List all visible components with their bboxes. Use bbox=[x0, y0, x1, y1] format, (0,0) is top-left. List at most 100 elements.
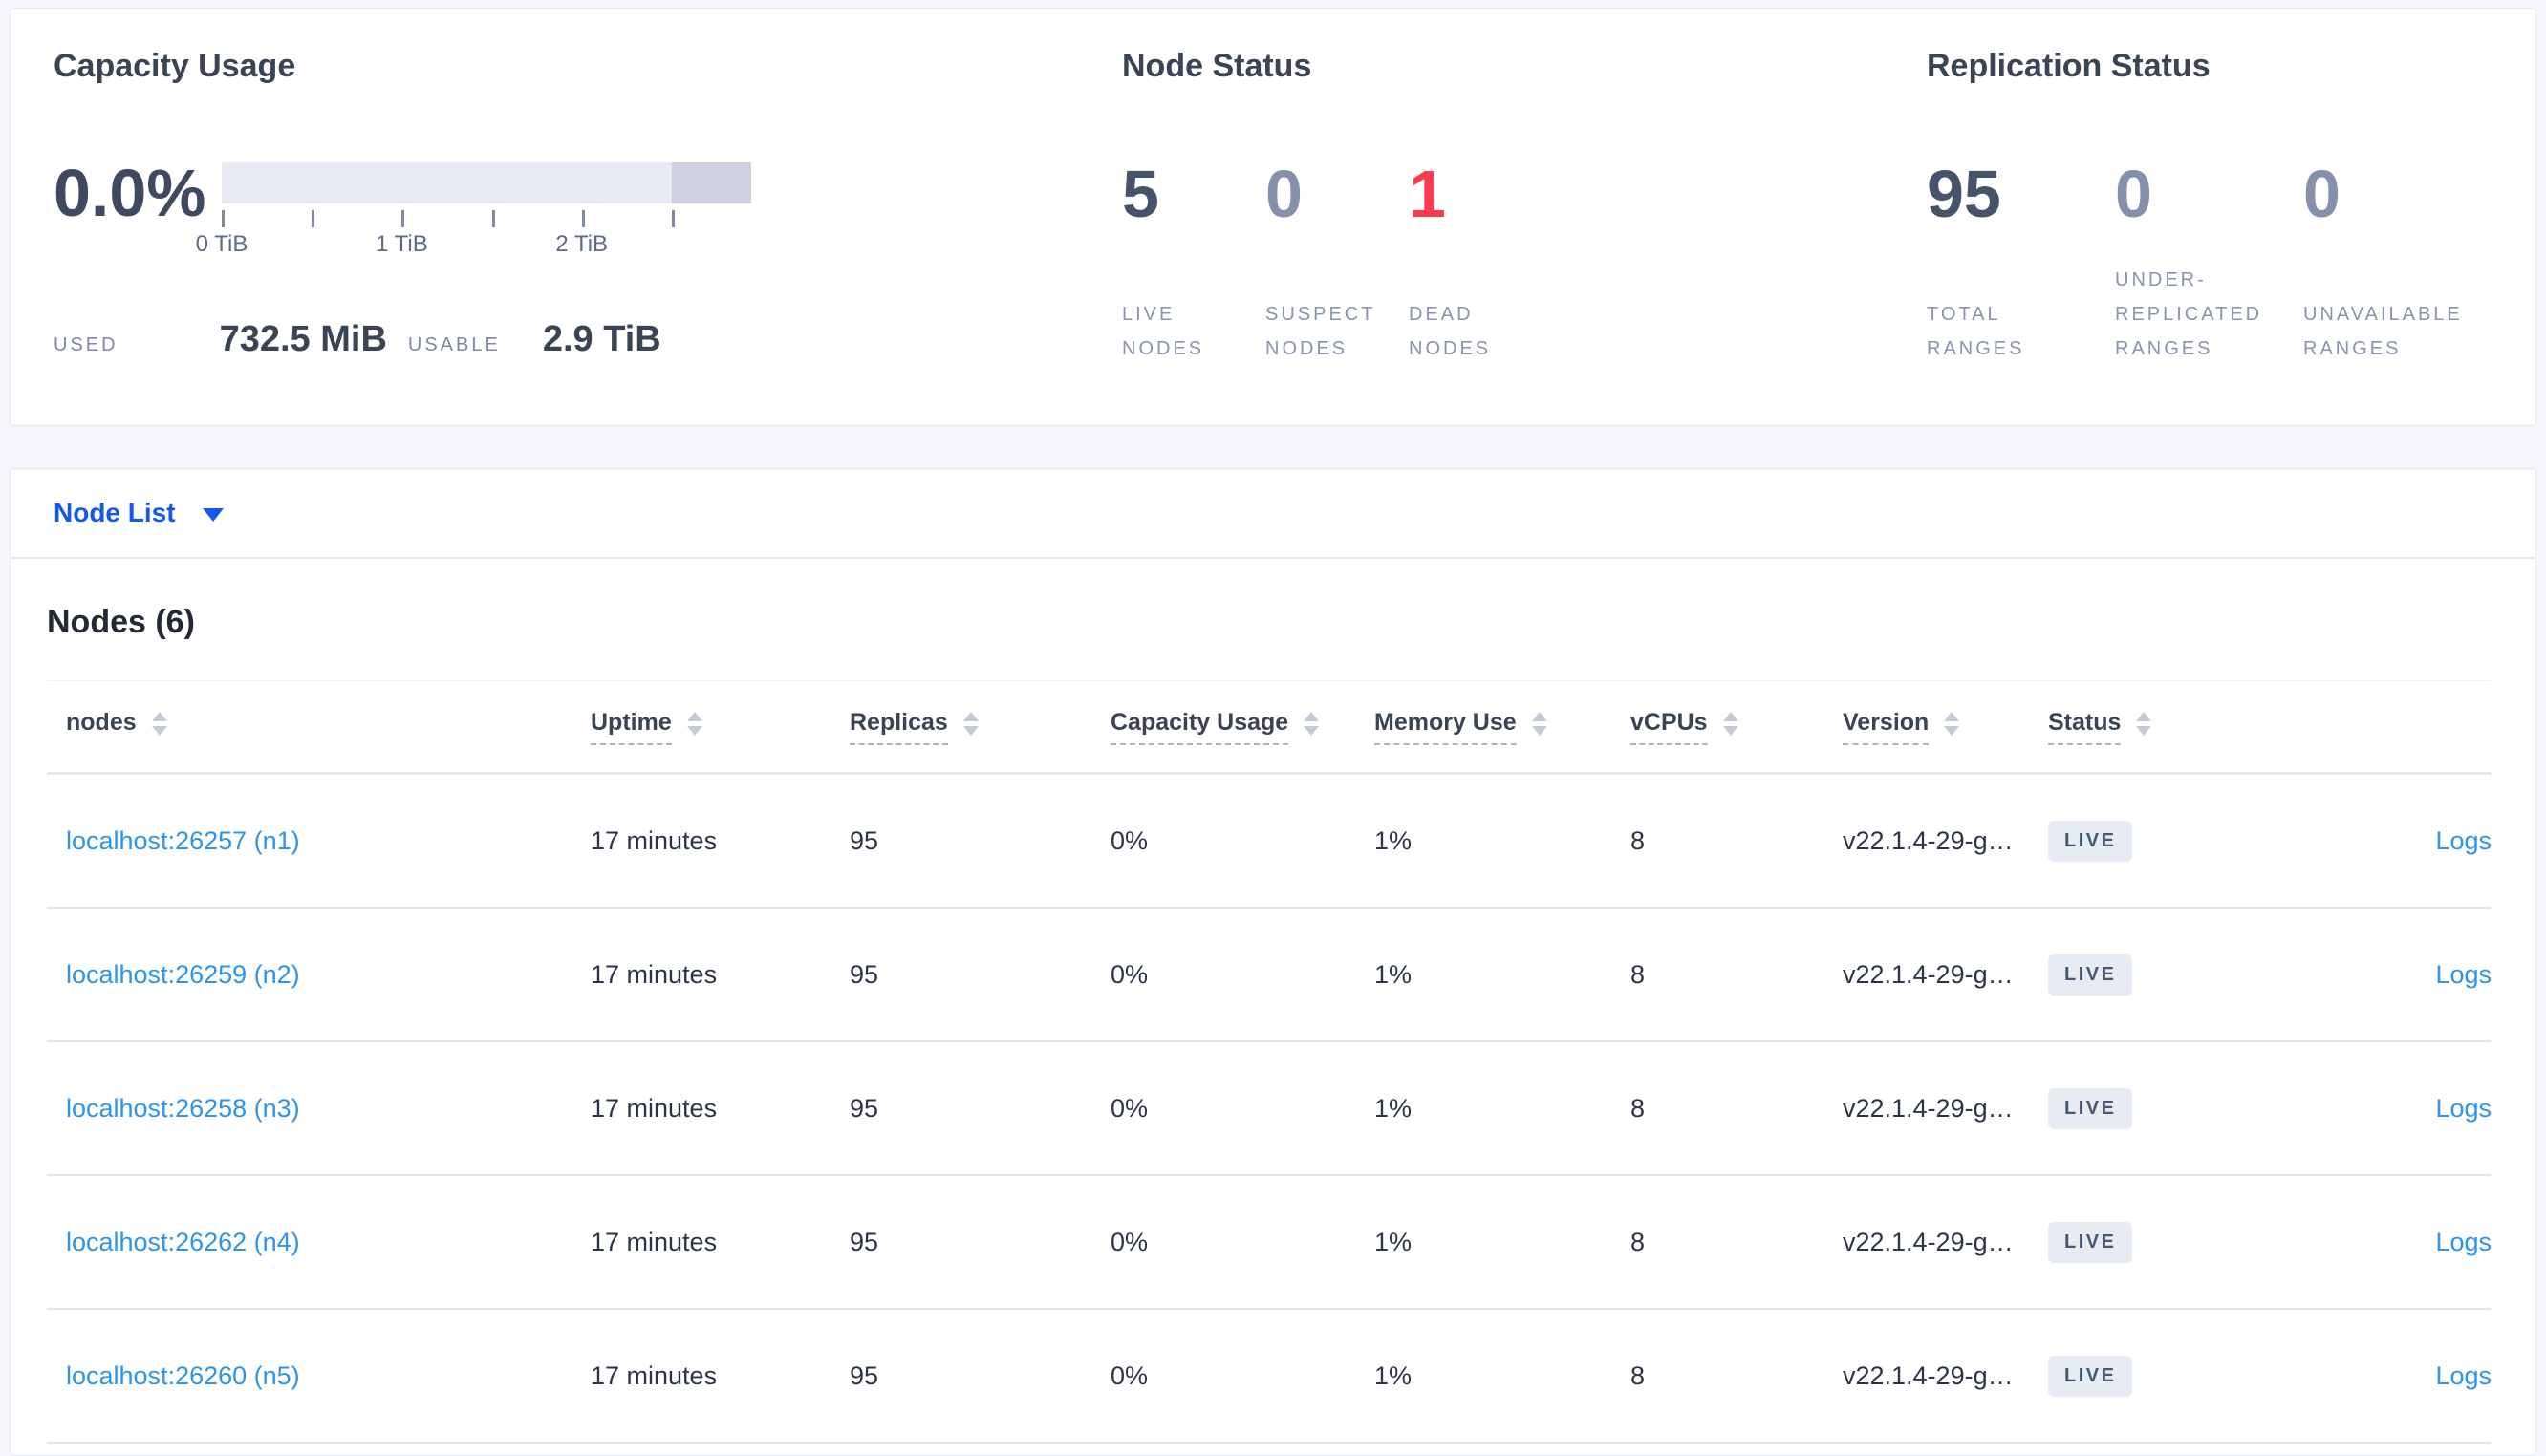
replication-status-stats: 95 TOTAL RANGES 0 UNDER- REPLICATED RANGES 0 UNA… bbox=[1927, 159, 2535, 366]
logs-cell: Logs bbox=[2295, 1361, 2492, 1391]
node-cell: localhost:26257 (n1) bbox=[47, 826, 591, 856]
used-label: USED bbox=[54, 334, 119, 355]
node-list-card: Node List Nodes (6) nodes Uptime Replicas C… bbox=[10, 468, 2536, 1456]
capacity-usage-title: Capacity Usage bbox=[54, 48, 296, 84]
summary-stat: 0 UNDER- REPLICATED RANGES bbox=[2115, 159, 2303, 366]
uptime-cell: 17 minutes bbox=[591, 825, 718, 855]
replicas-cell: 95 bbox=[850, 1227, 879, 1256]
node-link[interactable]: localhost:26258 (n3) bbox=[66, 1093, 300, 1123]
node-list-body: Nodes (6) nodes Uptime Replicas Capacity Us… bbox=[11, 603, 2535, 1444]
logs-link[interactable]: Logs bbox=[2435, 1227, 2492, 1256]
summary-stat: 0 SUSPECT NODES bbox=[1265, 159, 1409, 366]
column-header-nodes[interactable]: nodes bbox=[47, 709, 591, 745]
capacity-usage-cell: 0% bbox=[1111, 1360, 1149, 1390]
capacity-used-percent: 0.0% bbox=[54, 156, 206, 230]
table-row: localhost:26257 (n1) 17 minutes 95 0% 1% 8 v22… bbox=[47, 775, 2492, 909]
column-header-label: Status bbox=[2048, 709, 2122, 745]
column-header-capacity-usage[interactable]: Capacity Usage bbox=[1111, 709, 1374, 745]
column-header-uptime[interactable]: Uptime bbox=[591, 709, 850, 745]
column-header-label: Memory Use bbox=[1374, 709, 1517, 745]
capacity-usage-cell: 0% bbox=[1111, 825, 1149, 855]
logs-cell: Logs bbox=[2295, 826, 2492, 856]
node-link[interactable]: localhost:26262 (n4) bbox=[66, 1227, 300, 1256]
node-status-stats: 5 LIVE NODES 0 SUSPECT NODES 1 DEAD NODES bbox=[1122, 159, 1884, 366]
logs-cell: Logs bbox=[2295, 1228, 2492, 1257]
replicas-cell: 95 bbox=[850, 825, 879, 855]
capacity-bar-reserved-segment bbox=[671, 162, 751, 203]
nodes-table-header: nodes Uptime Replicas Capacity Usage Memory … bbox=[47, 681, 2492, 775]
summary-stat: 95 TOTAL RANGES bbox=[1927, 159, 2115, 366]
column-header-label: Capacity Usage bbox=[1111, 709, 1289, 745]
stat-label: LIVE NODES bbox=[1122, 304, 1205, 359]
capacity-bar bbox=[222, 162, 751, 203]
nodes-section-title: Nodes (6) bbox=[47, 604, 195, 640]
stat-value: 0 bbox=[1265, 157, 1303, 231]
stat-value: 0 bbox=[2303, 157, 2341, 231]
uptime-cell: 17 minutes bbox=[591, 959, 718, 989]
logs-link[interactable]: Logs bbox=[2435, 1360, 2492, 1390]
table-row: localhost:26258 (n3) 17 minutes 95 0% 1% 8 v22… bbox=[47, 1042, 2492, 1176]
node-list-dropdown[interactable]: Node List bbox=[54, 498, 224, 528]
uptime-cell: 17 minutes bbox=[591, 1227, 718, 1256]
axis-tick-label: 0 TiB bbox=[195, 231, 248, 257]
status-cell: LIVE bbox=[2048, 1355, 2295, 1397]
node-list-dropdown-label: Node List bbox=[54, 498, 176, 527]
axis-tick bbox=[671, 210, 675, 227]
used-value: 732.5 MiB bbox=[219, 319, 387, 359]
version-cell: v22.1.4-29-g… bbox=[1843, 959, 2014, 989]
table-row: localhost:26260 (n5) 17 minutes 95 0% 1% 8 v22… bbox=[47, 1310, 2492, 1444]
replicas-cell: 95 bbox=[850, 959, 879, 989]
node-cell: localhost:26262 (n4) bbox=[47, 1228, 591, 1257]
node-link[interactable]: localhost:26257 (n1) bbox=[66, 825, 300, 855]
column-header-label: Replicas bbox=[850, 709, 948, 745]
axis-tick bbox=[491, 210, 495, 227]
logs-cell: Logs bbox=[2295, 1094, 2492, 1124]
column-header-version[interactable]: Version bbox=[1843, 709, 2048, 745]
logs-link[interactable]: Logs bbox=[2435, 1093, 2492, 1123]
nodes-table-body: localhost:26257 (n1) 17 minutes 95 0% 1% 8 v22… bbox=[47, 775, 2492, 1444]
axis-tick bbox=[581, 210, 585, 227]
axis-tick bbox=[401, 210, 405, 227]
column-header-memory-use[interactable]: Memory Use bbox=[1374, 709, 1630, 745]
stat-value: 95 bbox=[1927, 157, 2001, 231]
stat-label: TOTAL RANGES bbox=[1927, 304, 2025, 359]
vcpus-cell: 8 bbox=[1630, 1360, 1646, 1390]
table-row: localhost:26259 (n2) 17 minutes 95 0% 1% 8 v22… bbox=[47, 909, 2492, 1042]
node-cell: localhost:26259 (n2) bbox=[47, 960, 591, 990]
node-link[interactable]: localhost:26259 (n2) bbox=[66, 959, 300, 989]
column-header-label: vCPUs bbox=[1630, 709, 1708, 745]
status-badge: LIVE bbox=[2048, 1221, 2133, 1263]
column-header-vcpus[interactable]: vCPUs bbox=[1630, 709, 1843, 745]
sort-arrows-icon bbox=[1304, 712, 1320, 736]
memory-use-cell: 1% bbox=[1374, 825, 1413, 855]
usable-label: USABLE bbox=[407, 334, 501, 355]
sort-arrows-icon bbox=[962, 712, 979, 736]
logs-link[interactable]: Logs bbox=[2435, 959, 2492, 989]
vcpus-cell: 8 bbox=[1630, 825, 1646, 855]
capacity-bar-chart: 0 TiB 1 TiB 2 TiB bbox=[196, 162, 751, 260]
version-cell: v22.1.4-29-g… bbox=[1843, 1227, 2014, 1256]
sort-arrows-icon bbox=[1944, 712, 1960, 736]
capacity-usage-section: Capacity Usage 0.0% 0 TiB 1 TiB 2 TiB USED… bbox=[11, 9, 1079, 425]
axis-tick-label: 2 TiB bbox=[555, 231, 609, 257]
node-link[interactable]: localhost:26260 (n5) bbox=[66, 1360, 300, 1390]
node-list-header: Node List bbox=[11, 469, 2535, 559]
version-cell: v22.1.4-29-g… bbox=[1843, 825, 2014, 855]
logs-cell: Logs bbox=[2295, 960, 2492, 990]
summary-stat: 1 DEAD NODES bbox=[1409, 159, 1552, 366]
column-header-status[interactable]: Status bbox=[2048, 709, 2295, 745]
status-cell: LIVE bbox=[2048, 1221, 2295, 1263]
summary-stat: 5 LIVE NODES bbox=[1122, 159, 1265, 366]
capacity-axis-ticks bbox=[222, 210, 751, 227]
memory-use-cell: 1% bbox=[1374, 1360, 1413, 1390]
capacity-usage-cell: 0% bbox=[1111, 1227, 1149, 1256]
axis-tick bbox=[312, 210, 315, 227]
status-badge: LIVE bbox=[2048, 953, 2133, 996]
logs-link[interactable]: Logs bbox=[2435, 825, 2492, 855]
memory-use-cell: 1% bbox=[1374, 959, 1413, 989]
stat-value: 0 bbox=[2115, 157, 2152, 231]
column-header-replicas[interactable]: Replicas bbox=[850, 709, 1111, 745]
memory-use-cell: 1% bbox=[1374, 1093, 1413, 1123]
sort-arrows-icon bbox=[2136, 712, 2152, 736]
